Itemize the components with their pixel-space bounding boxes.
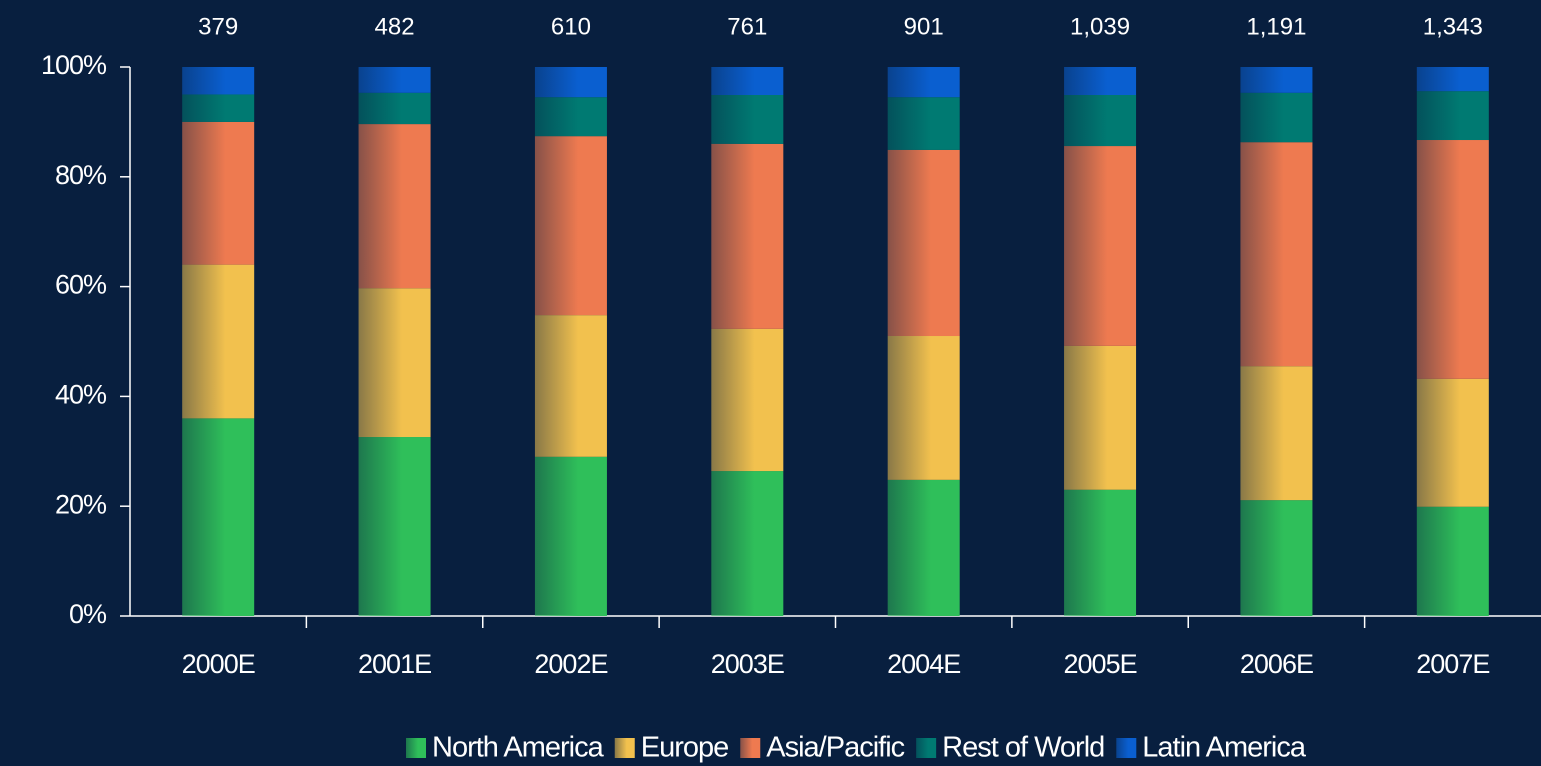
bar-segment	[182, 418, 255, 616]
x-tick-label: 2005E	[1064, 649, 1137, 679]
total-label: 610	[551, 13, 591, 40]
bar-segment	[534, 456, 607, 616]
total-label: 1,191	[1246, 13, 1306, 40]
y-tick-label: 40%	[55, 380, 107, 410]
bar-segment	[1064, 146, 1137, 346]
bar-segment	[711, 67, 784, 95]
bar-segment	[182, 67, 255, 95]
bar-segment	[1064, 345, 1137, 490]
bar-segment	[1240, 92, 1313, 143]
bar-segment	[358, 437, 431, 616]
bar-segment	[887, 479, 960, 616]
bar-segment	[534, 315, 607, 457]
legend-swatch	[406, 738, 427, 758]
bar-segment	[358, 67, 431, 93]
y-tick-label: 80%	[55, 160, 107, 190]
legend-label: Europe	[641, 732, 729, 764]
x-tick-label: 2002E	[534, 649, 607, 679]
bar-segment	[182, 264, 255, 419]
bar-segment	[534, 136, 607, 316]
y-tick-label: 20%	[55, 489, 107, 519]
bar-segment	[1416, 91, 1489, 141]
bar-segment	[711, 471, 784, 616]
total-label: 1,343	[1423, 13, 1483, 40]
bar-segment	[711, 94, 784, 144]
bar-segment	[1416, 140, 1489, 379]
total-label: 761	[727, 13, 767, 40]
bar-segment	[1240, 67, 1313, 93]
legend-swatch	[614, 738, 635, 758]
bar-segment	[182, 94, 255, 122]
legend: North America Europe Asia/Pacific Rest of W…	[406, 732, 1308, 764]
bar-segment	[182, 121, 255, 265]
bar-segment	[1064, 489, 1137, 616]
bar-segment	[1240, 500, 1313, 616]
y-tick-label: 60%	[55, 270, 107, 300]
total-label: 482	[375, 13, 415, 40]
bar-segment	[1064, 94, 1137, 147]
bar-segment	[534, 97, 607, 137]
legend-label: North America	[432, 732, 605, 764]
bar-segment	[1240, 366, 1313, 501]
bar-segment	[1416, 378, 1489, 507]
total-label: 379	[198, 13, 238, 40]
bar-segment	[887, 149, 960, 337]
bar-segment	[358, 92, 431, 125]
x-tick-label: 2003E	[711, 649, 784, 679]
x-tick-label: 2007E	[1416, 649, 1489, 679]
y-tick-label: 100%	[41, 50, 107, 80]
bar-segment	[1416, 67, 1489, 92]
bar-segment	[887, 97, 960, 150]
legend-swatch	[1116, 738, 1137, 758]
bar-segment	[887, 336, 960, 480]
bar-segment	[711, 143, 784, 329]
bar-segment	[534, 67, 607, 98]
bar-segment	[1064, 67, 1137, 95]
bar-segment	[358, 288, 431, 438]
legend-swatch	[916, 738, 937, 758]
x-tick-label: 2001E	[358, 649, 431, 679]
legend-label: Rest of World	[942, 732, 1104, 764]
bar-segment	[358, 124, 431, 289]
legend-swatch	[740, 738, 761, 758]
x-tick-label: 2004E	[887, 649, 960, 679]
bar-segment	[1240, 142, 1313, 367]
total-label: 1,039	[1070, 13, 1130, 40]
bar-segment	[1416, 506, 1489, 616]
bar-segment	[887, 67, 960, 98]
x-tick-label: 2000E	[182, 649, 255, 679]
legend-label: Asia/Pacific	[766, 732, 904, 764]
x-tick-label: 2006E	[1240, 649, 1313, 679]
legend-label: Latin America	[1142, 732, 1307, 764]
y-tick-label: 0%	[69, 599, 107, 629]
total-label: 901	[904, 13, 944, 40]
bar-segment	[711, 328, 784, 472]
